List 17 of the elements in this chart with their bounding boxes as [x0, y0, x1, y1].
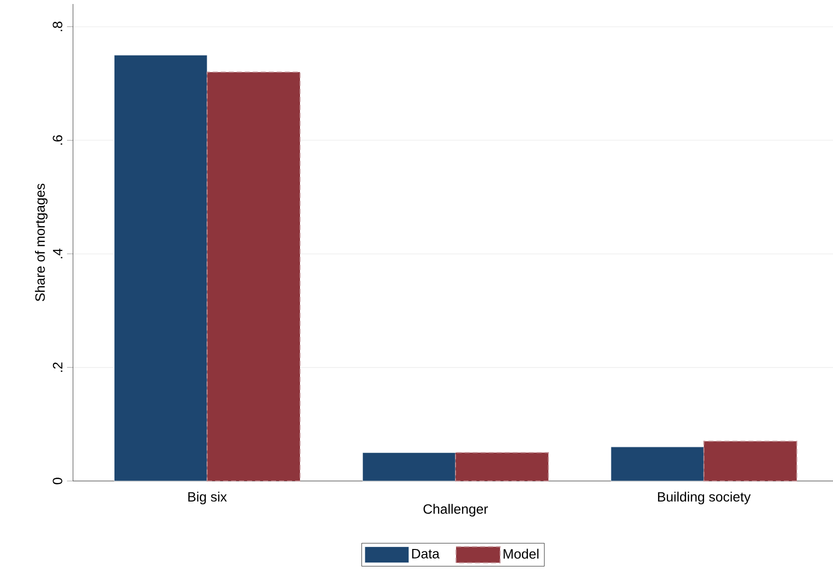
bar	[206, 72, 301, 482]
legend-label: Data	[412, 549, 440, 558]
bar	[703, 440, 798, 482]
x-tick-label: Building society	[658, 492, 751, 504]
y-tick-label: .2	[52, 362, 62, 372]
y-tick-label: .4	[53, 248, 62, 258]
bar	[454, 452, 549, 482]
bar	[362, 452, 456, 482]
bar	[610, 446, 704, 482]
y-tick-label: .8	[52, 22, 62, 32]
y-tick-label: .6	[52, 135, 62, 145]
x-tick-label: Big six	[188, 492, 227, 504]
y-tick-label: 0	[52, 478, 62, 484]
legend-label: Model	[504, 548, 538, 559]
y-axis-title: Share of mortgages	[34, 184, 48, 302]
bar	[114, 54, 208, 482]
x-tick-label: Challenger	[424, 504, 488, 516]
